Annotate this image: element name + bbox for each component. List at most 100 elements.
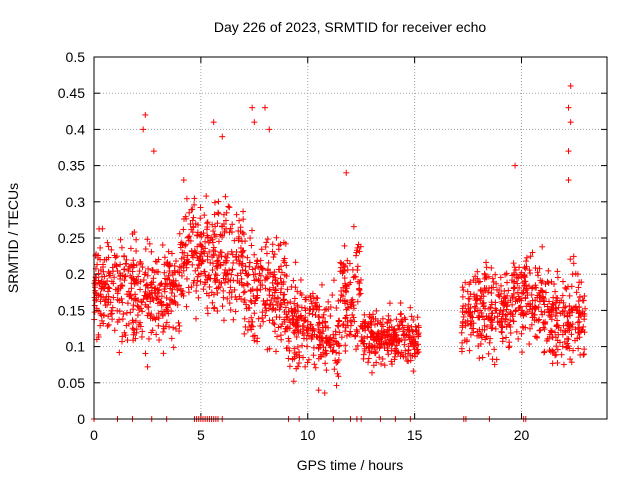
data-point: [116, 316, 123, 323]
data-point: [227, 306, 234, 313]
data-point: [229, 221, 236, 228]
data-point: [113, 253, 120, 260]
data-point: [189, 217, 196, 224]
data-point: [356, 291, 363, 298]
data-point: [204, 305, 211, 312]
data-point: [225, 203, 232, 210]
data-point: [158, 302, 165, 309]
data-point: [133, 236, 140, 243]
y-tick-label: 0.1: [66, 339, 86, 355]
data-point: [238, 252, 245, 259]
data-point: [483, 264, 490, 271]
data-point: [220, 317, 227, 324]
data-point: [247, 287, 254, 294]
data-point: [459, 293, 466, 300]
data-point: [128, 285, 135, 292]
data-point: [347, 328, 354, 335]
data-point: [237, 258, 244, 265]
spike-point: [565, 104, 572, 111]
data-point: [222, 217, 229, 224]
data-point: [240, 231, 247, 238]
data-point: [193, 282, 200, 289]
data-point: [277, 275, 284, 282]
data-point: [280, 281, 287, 288]
data-point: [189, 206, 196, 213]
data-point: [215, 198, 222, 205]
data-point: [298, 304, 305, 311]
data-point: [251, 300, 258, 307]
data-point: [187, 221, 194, 228]
data-point: [147, 298, 154, 305]
data-point: [156, 337, 163, 344]
data-point: [163, 302, 170, 309]
data-point: [100, 320, 107, 327]
data-point: [100, 261, 107, 268]
data-point: [289, 315, 296, 322]
data-point: [132, 317, 139, 324]
data-point: [299, 322, 306, 329]
spike-point: [210, 119, 217, 126]
data-point: [526, 267, 533, 274]
data-point: [140, 296, 147, 303]
data-point: [174, 268, 181, 275]
data-point: [129, 325, 136, 332]
data-point: [144, 272, 151, 279]
data-point: [176, 322, 183, 329]
data-point: [303, 327, 310, 334]
data-point: [297, 328, 304, 335]
spike-point: [219, 133, 226, 140]
data-point: [130, 275, 137, 282]
data-point: [218, 253, 225, 260]
spike-point: [249, 104, 256, 111]
data-point: [178, 272, 185, 279]
spike-point: [512, 162, 519, 169]
y-tick-label: 0.15: [58, 302, 85, 318]
data-point: [224, 295, 231, 302]
data-point: [240, 208, 247, 215]
data-point: [275, 246, 282, 253]
data-point: [515, 335, 522, 342]
data-point: [137, 286, 144, 293]
data-point: [251, 310, 258, 317]
data-point: [107, 299, 114, 306]
data-point: [234, 272, 241, 279]
data-point: [212, 248, 219, 255]
data-point: [220, 287, 227, 294]
data-point: [139, 308, 146, 315]
data-point: [221, 269, 228, 276]
y-tick-label: 0.3: [66, 194, 86, 210]
data-point: [137, 259, 144, 266]
data-point: [385, 351, 392, 358]
data-point: [263, 250, 270, 257]
data-point: [335, 323, 342, 330]
data-point: [153, 258, 160, 265]
spike-point: [180, 177, 187, 184]
data-point: [159, 308, 166, 315]
data-point: [104, 323, 111, 330]
data-point: [310, 306, 317, 313]
data-point: [101, 273, 108, 280]
data-point: [174, 286, 181, 293]
data-point: [161, 286, 168, 293]
spike-point: [565, 177, 572, 184]
data-point: [251, 251, 258, 258]
data-point: [265, 266, 272, 273]
data-point: [163, 294, 170, 301]
data-point: [214, 307, 221, 314]
data-point: [237, 270, 244, 277]
data-point: [296, 360, 303, 367]
data-point: [237, 245, 244, 252]
data-point: [168, 250, 175, 257]
data-point: [308, 298, 315, 305]
data-point: [278, 285, 285, 292]
data-point: [331, 277, 338, 284]
data-point: [144, 236, 151, 243]
data-point: [232, 308, 239, 315]
data-point: [200, 286, 207, 293]
data-point: [282, 304, 289, 311]
data-point: [356, 280, 363, 287]
data-point: [488, 264, 495, 271]
data-point: [475, 279, 482, 286]
y-tick-label: 0.5: [66, 49, 86, 65]
